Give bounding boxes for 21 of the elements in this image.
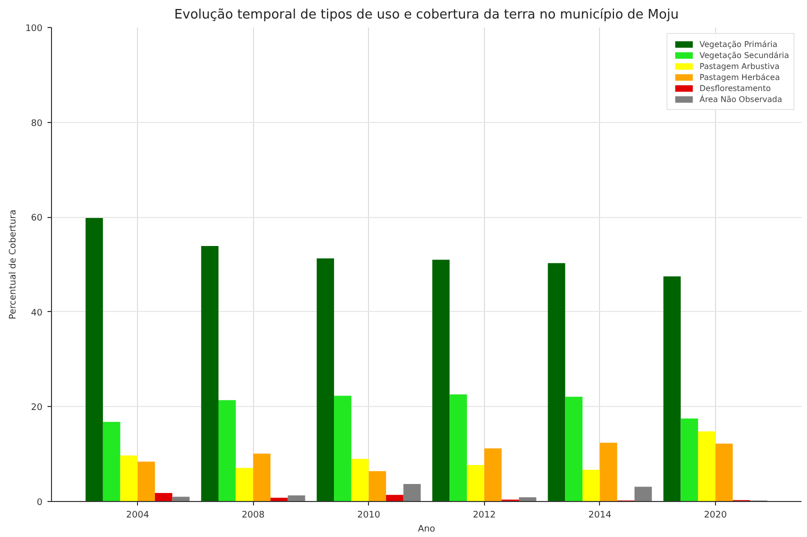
y-tick-label: 60 [31, 214, 43, 224]
y-tick-label: 20 [31, 403, 43, 414]
x-tick-label: 2012 [472, 510, 496, 520]
x-tick-label: 2008 [242, 510, 265, 520]
legend-label: Vegetação Primária [700, 39, 778, 49]
y-tick-label: 100 [25, 24, 43, 34]
legend-label: Pastagem Arbustiva [700, 61, 780, 71]
x-tick-label: 2020 [704, 510, 728, 520]
legend-label: Área Não Observada [700, 94, 782, 104]
legend-label: Pastagem Herbácea [700, 72, 780, 82]
x-tick-label: 2010 [357, 510, 380, 520]
y-tick-label: 80 [31, 118, 43, 129]
y-tick-label: 0 [36, 498, 43, 508]
legend-label: Vegetação Secundária [700, 50, 789, 60]
x-tick-label: 2014 [588, 510, 612, 520]
x-axis-title: Ano [418, 524, 436, 534]
chart-title: Evolução temporal de tipos de uso e cobertura da terra no município de Moju [174, 8, 679, 22]
y-tick-label: 40 [31, 308, 43, 318]
x-tick-label: 2004 [126, 510, 150, 520]
legend-label: Desflorestamento [700, 83, 771, 93]
y-axis-title: Percentual de Cobertura [8, 210, 18, 320]
